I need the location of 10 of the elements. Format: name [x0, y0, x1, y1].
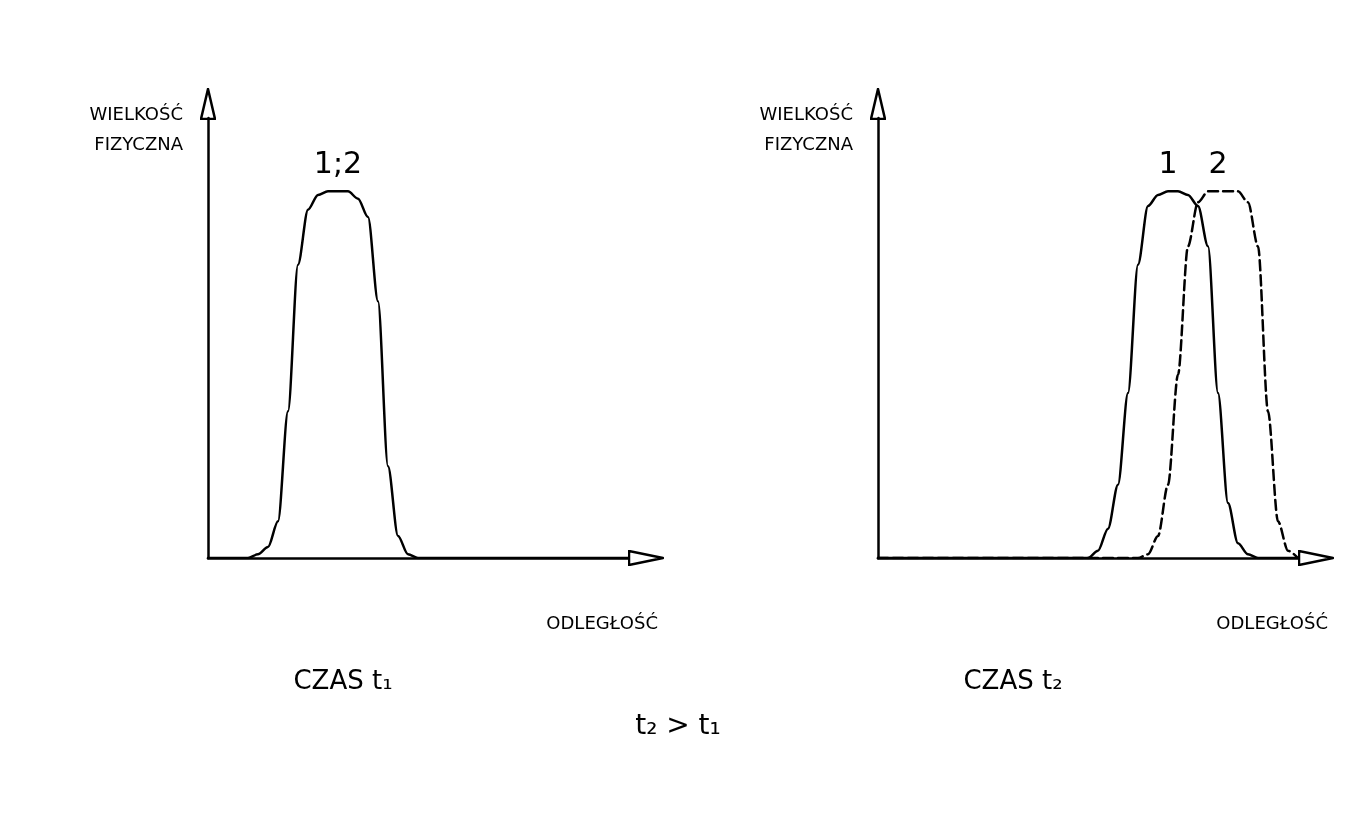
- series-label: 2: [1208, 144, 1228, 180]
- text: CZAS t₂: [963, 665, 1063, 695]
- series-label: 1;2: [313, 144, 363, 180]
- y-axis-title: WIELKOŚĆ FIZYCZNA: [89, 102, 184, 154]
- text: CZAS t₁: [293, 665, 393, 695]
- text: t₂ > t₁: [634, 708, 722, 741]
- x-axis-title: ODLEGŁOŚĆ: [546, 611, 658, 633]
- y-axis-title: WIELKOŚĆ FIZYCZNA: [759, 102, 854, 154]
- series-label: 1: [1158, 144, 1178, 180]
- x-axis-title: ODLEGŁOŚĆ: [1216, 611, 1328, 633]
